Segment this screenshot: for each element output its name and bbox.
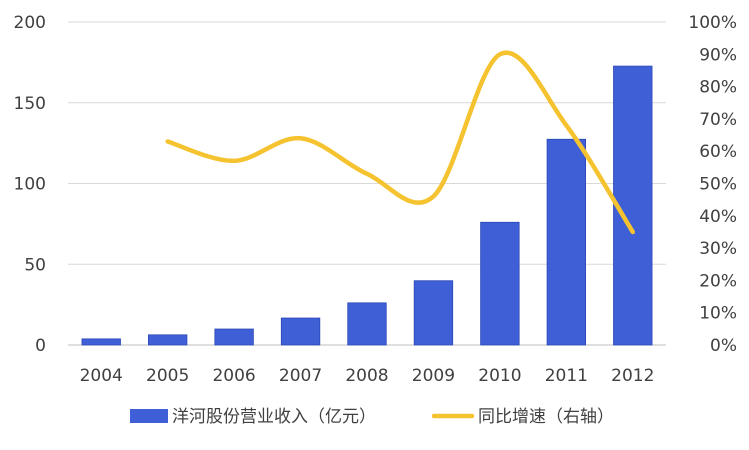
revenue-bar xyxy=(613,65,653,346)
x-tick-label: 2012 xyxy=(611,366,654,386)
revenue-bar xyxy=(347,302,387,346)
legend-label-revenue: 洋河股份营业收入（亿元） xyxy=(172,407,376,427)
x-tick-label: 2010 xyxy=(478,366,521,386)
legend: 洋河股份营业收入（亿元） 同比增速（右轴） xyxy=(130,407,614,427)
left-tick-label: 50 xyxy=(24,255,46,275)
revenue-bar xyxy=(81,338,121,346)
x-tick-label: 2009 xyxy=(412,366,455,386)
revenue-bar xyxy=(413,280,454,346)
revenue-bar xyxy=(214,328,254,346)
x-tick-label: 2007 xyxy=(279,366,322,386)
right-tick-label: 20% xyxy=(699,271,737,291)
right-tick-label: 10% xyxy=(699,304,737,324)
left-tick-label: 100 xyxy=(14,175,46,195)
left-tick-label: 200 xyxy=(14,13,46,33)
revenue-bar xyxy=(280,317,321,346)
right-tick-label: 30% xyxy=(699,239,737,259)
left-tick-label: 0 xyxy=(35,336,46,356)
left-axis-ticks: 0 50 100 150 200 xyxy=(14,13,46,356)
revenue-bar xyxy=(480,221,520,346)
right-tick-label: 40% xyxy=(699,207,737,227)
right-tick-label: 0% xyxy=(710,336,737,356)
right-tick-label: 80% xyxy=(699,78,737,98)
legend-swatch-revenue xyxy=(130,409,168,423)
revenue-bars xyxy=(81,65,653,346)
right-tick-label: 50% xyxy=(699,175,737,195)
x-tick-label: 2008 xyxy=(345,366,388,386)
x-axis-ticks: 2004 2005 2006 2007 2008 2009 2010 2011 2012 xyxy=(80,366,655,386)
left-tick-label: 150 xyxy=(14,94,46,114)
x-tick-label: 2005 xyxy=(146,366,189,386)
right-tick-label: 70% xyxy=(699,110,737,130)
revenue-bar xyxy=(147,334,188,346)
growth-line xyxy=(165,50,636,235)
right-tick-label: 90% xyxy=(699,45,737,65)
right-tick-label: 60% xyxy=(699,142,737,162)
right-axis-ticks: 0% 10% 20% 30% 40% 50% 60% 70% 80% 90% 100% xyxy=(688,13,737,356)
x-tick-label: 2006 xyxy=(212,366,255,386)
right-tick-label: 100% xyxy=(688,13,737,33)
x-tick-label: 2004 xyxy=(80,366,123,386)
legend-label-growth: 同比增速（右轴） xyxy=(478,407,614,427)
growth-line-layer xyxy=(165,50,636,235)
revenue-bar xyxy=(546,138,587,346)
x-tick-label: 2011 xyxy=(545,366,588,386)
